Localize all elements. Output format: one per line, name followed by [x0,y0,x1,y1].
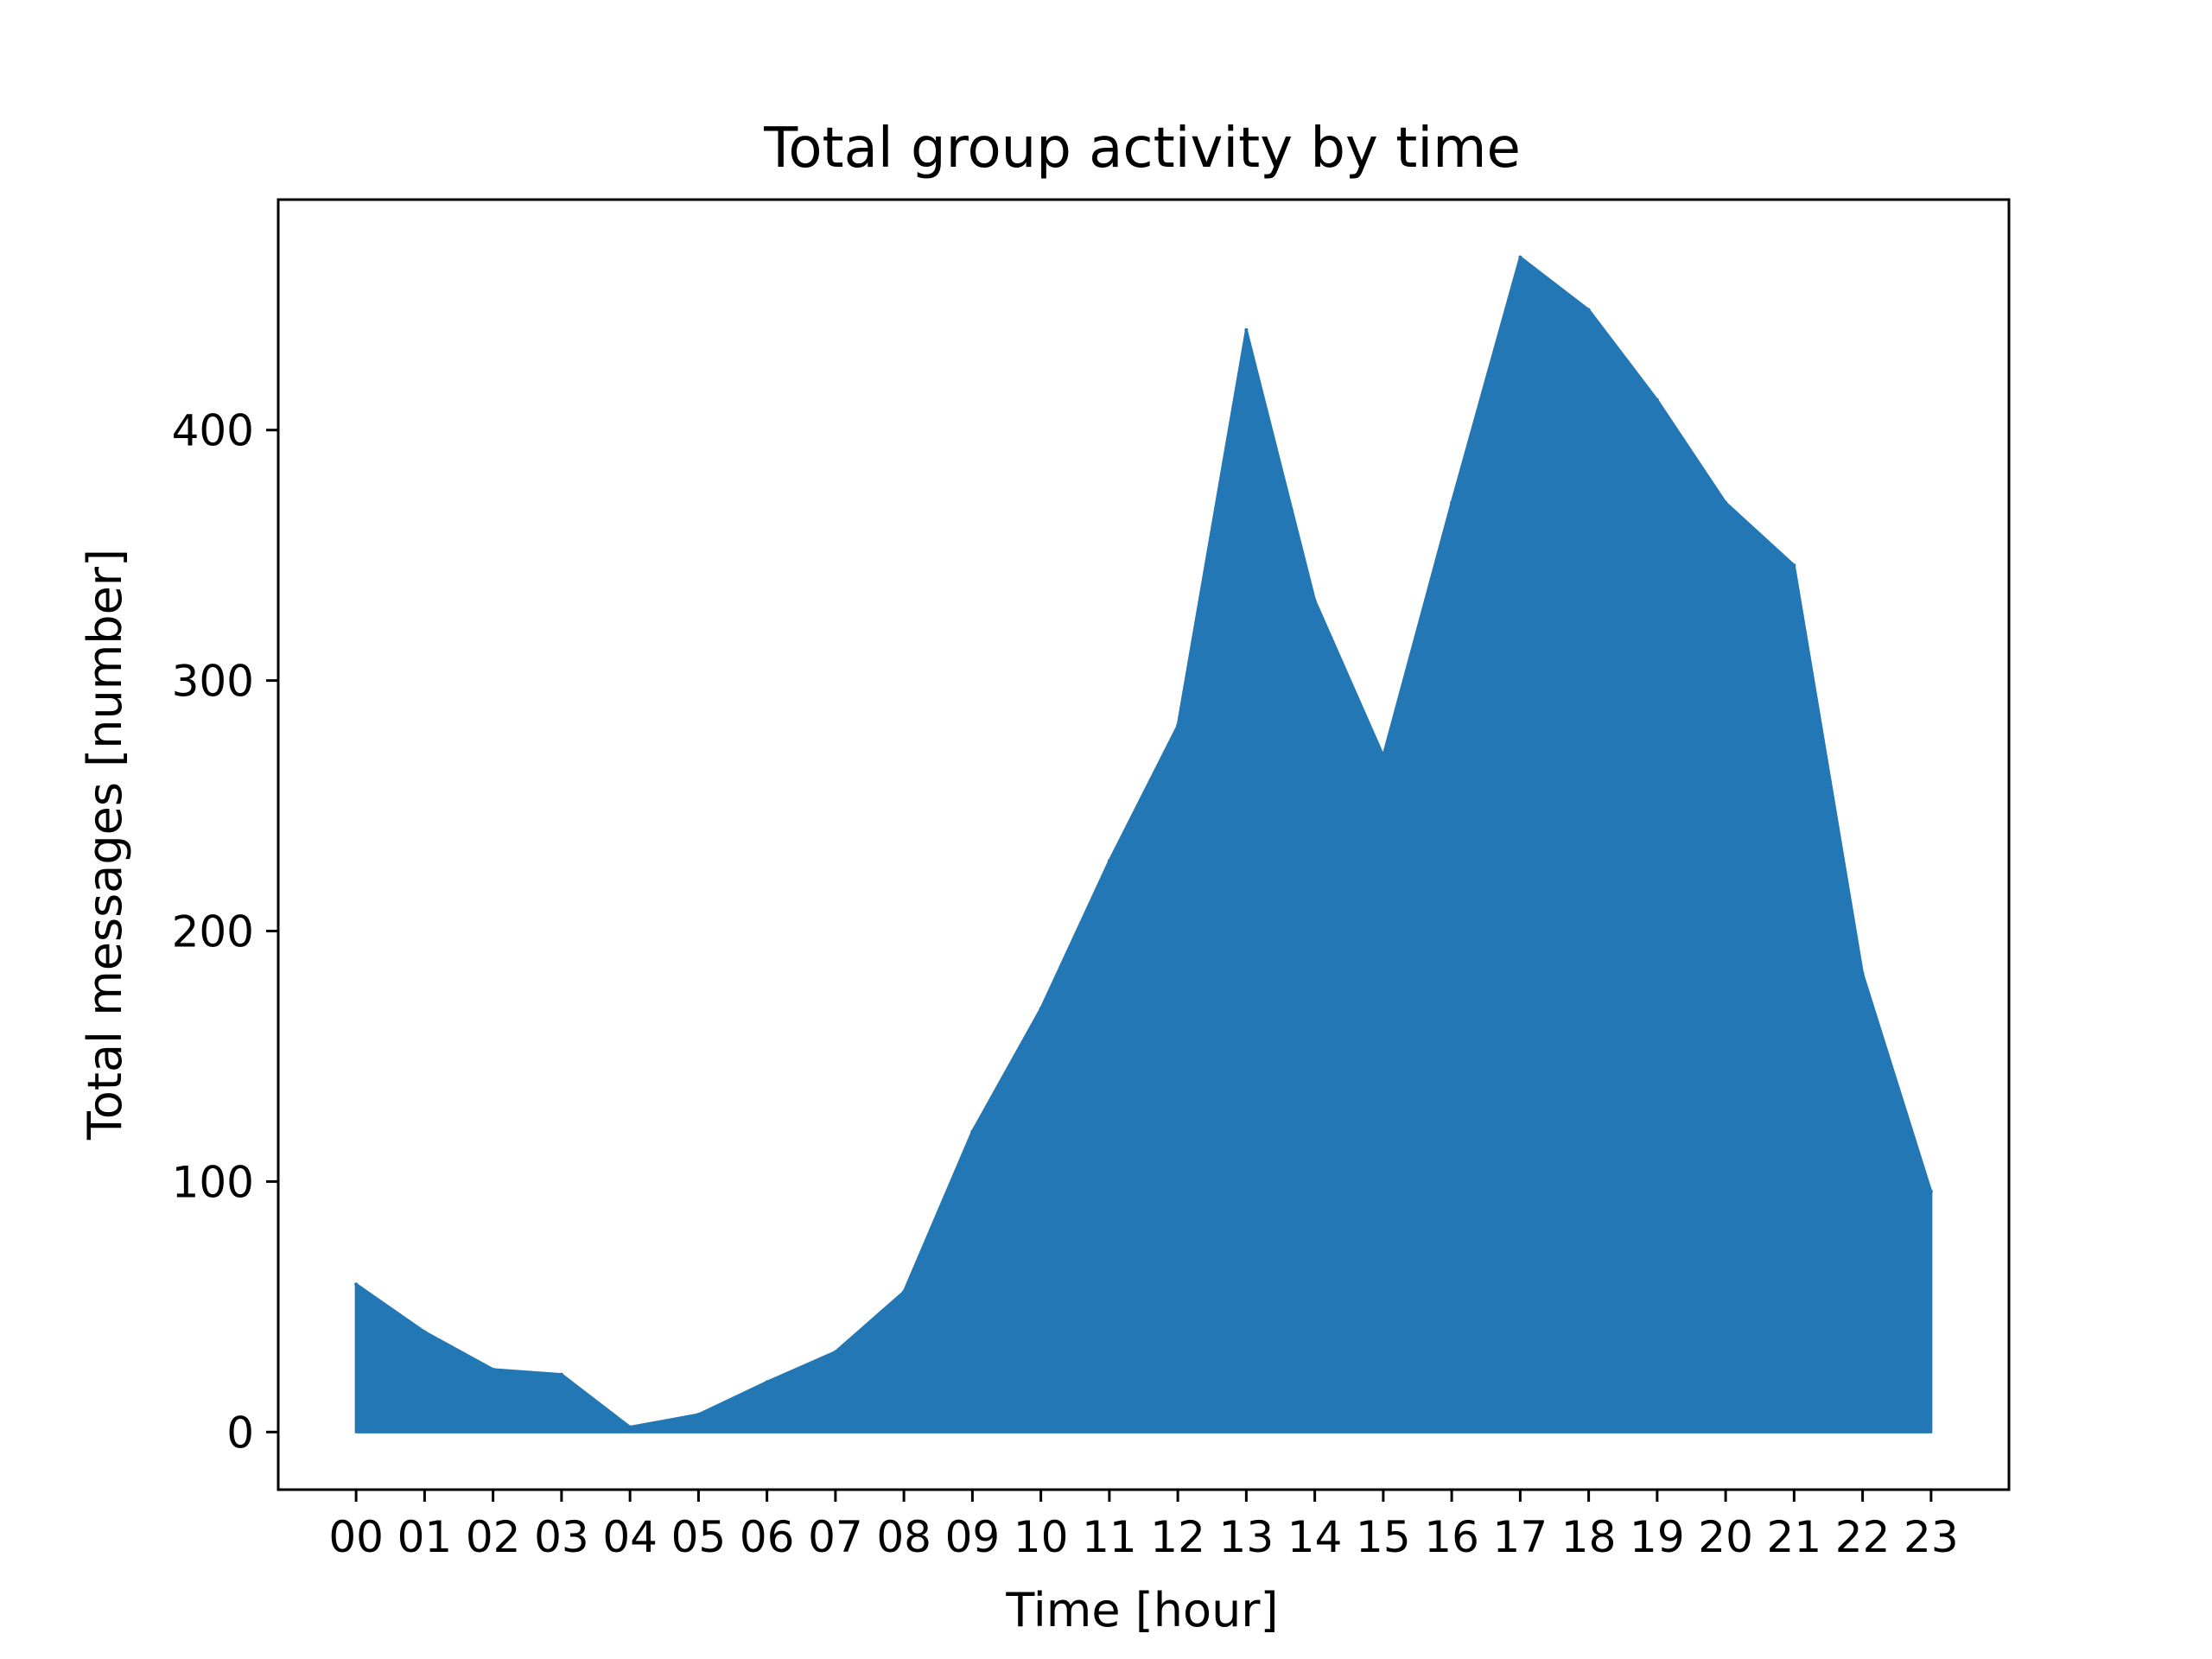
x-tick-label: 21 [1767,1512,1822,1562]
activity-area [354,256,1933,1433]
x-tick-label: 16 [1424,1512,1479,1562]
data-point-09 [970,1129,975,1134]
data-point-23 [1929,1190,1933,1194]
data-point-02 [491,1367,495,1371]
x-tick-label: 17 [1493,1512,1548,1562]
data-point-14 [1313,598,1317,602]
data-point-22 [1860,971,1865,976]
x-tick-label: 06 [740,1512,795,1562]
data-point-21 [1792,563,1796,568]
data-point-16 [1450,500,1454,505]
y-tick-label: 300 [172,657,254,707]
x-tick-label: 11 [1082,1512,1137,1562]
chart-title: Total group activity by time [763,117,1521,181]
y-tick-label: 0 [226,1408,254,1458]
x-tick-label: 23 [1904,1512,1959,1562]
data-point-17 [1518,255,1522,259]
x-tick-label: 15 [1356,1512,1411,1562]
data-point-06 [765,1380,769,1384]
data-point-18 [1586,308,1591,312]
x-tick-label: 22 [1835,1512,1891,1562]
data-point-15 [1381,753,1385,758]
data-point-10 [1039,1007,1043,1011]
x-tick-label: 12 [1150,1512,1205,1562]
y-axis-label: Total messages [number] [78,549,132,1141]
y-tick-label: 200 [172,907,254,957]
x-tick-label: 02 [466,1512,521,1562]
x-tick-label: 09 [945,1512,1001,1562]
x-tick-label: 08 [876,1512,931,1562]
data-point-13 [1244,327,1249,332]
data-point-05 [696,1413,701,1417]
data-point-20 [1724,500,1728,505]
data-point-12 [1176,723,1180,728]
x-tick-label: 14 [1287,1512,1343,1562]
data-point-11 [1107,859,1111,863]
x-tick-label: 18 [1561,1512,1617,1562]
x-tick-label: 07 [808,1512,863,1562]
x-tick-label: 20 [1698,1512,1753,1562]
data-point-00 [354,1282,359,1287]
y-tick-label: 100 [172,1157,254,1207]
x-tick-label: 05 [671,1512,727,1562]
y-tick-label: 400 [172,406,254,456]
x-tick-label: 03 [534,1512,589,1562]
x-tick-label: 04 [602,1512,658,1562]
data-point-08 [902,1289,906,1294]
data-point-07 [833,1350,837,1354]
x-axis-label: Time [hour] [1005,1583,1278,1637]
x-tick-label: 13 [1219,1512,1274,1562]
x-tick-label: 10 [1014,1512,1069,1562]
plot-area-frame [276,198,2011,1491]
data-point-03 [559,1372,563,1376]
x-tick-label: 01 [397,1512,453,1562]
data-point-01 [423,1330,427,1334]
x-tick-label: 00 [328,1512,384,1562]
x-tick-label: 19 [1630,1512,1685,1562]
data-point-19 [1655,397,1659,402]
data-point-04 [628,1425,632,1429]
